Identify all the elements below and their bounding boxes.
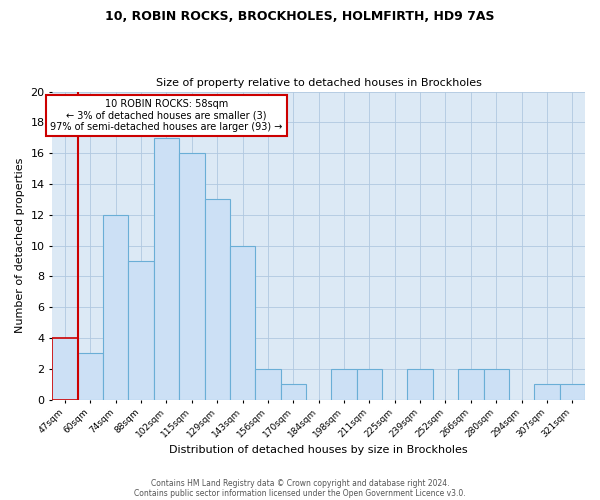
Bar bbox=[52, 338, 77, 400]
Bar bbox=[534, 384, 560, 400]
Bar bbox=[103, 215, 128, 400]
Bar bbox=[179, 153, 205, 400]
X-axis label: Distribution of detached houses by size in Brockholes: Distribution of detached houses by size … bbox=[169, 445, 468, 455]
Bar bbox=[484, 369, 509, 400]
Text: 10, ROBIN ROCKS, BROCKHOLES, HOLMFIRTH, HD9 7AS: 10, ROBIN ROCKS, BROCKHOLES, HOLMFIRTH, … bbox=[105, 10, 495, 23]
Text: Contains public sector information licensed under the Open Government Licence v3: Contains public sector information licen… bbox=[134, 488, 466, 498]
Text: 10 ROBIN ROCKS: 58sqm
← 3% of detached houses are smaller (3)
97% of semi-detach: 10 ROBIN ROCKS: 58sqm ← 3% of detached h… bbox=[50, 100, 283, 132]
Bar bbox=[154, 138, 179, 400]
Y-axis label: Number of detached properties: Number of detached properties bbox=[15, 158, 25, 334]
Bar bbox=[407, 369, 433, 400]
Bar bbox=[331, 369, 357, 400]
Bar bbox=[458, 369, 484, 400]
Bar bbox=[77, 354, 103, 400]
Bar bbox=[205, 200, 230, 400]
Bar bbox=[128, 261, 154, 400]
Bar bbox=[281, 384, 306, 400]
Title: Size of property relative to detached houses in Brockholes: Size of property relative to detached ho… bbox=[156, 78, 482, 88]
Text: Contains HM Land Registry data © Crown copyright and database right 2024.: Contains HM Land Registry data © Crown c… bbox=[151, 478, 449, 488]
Bar bbox=[230, 246, 255, 400]
Bar bbox=[255, 369, 281, 400]
Bar bbox=[560, 384, 585, 400]
Bar bbox=[357, 369, 382, 400]
